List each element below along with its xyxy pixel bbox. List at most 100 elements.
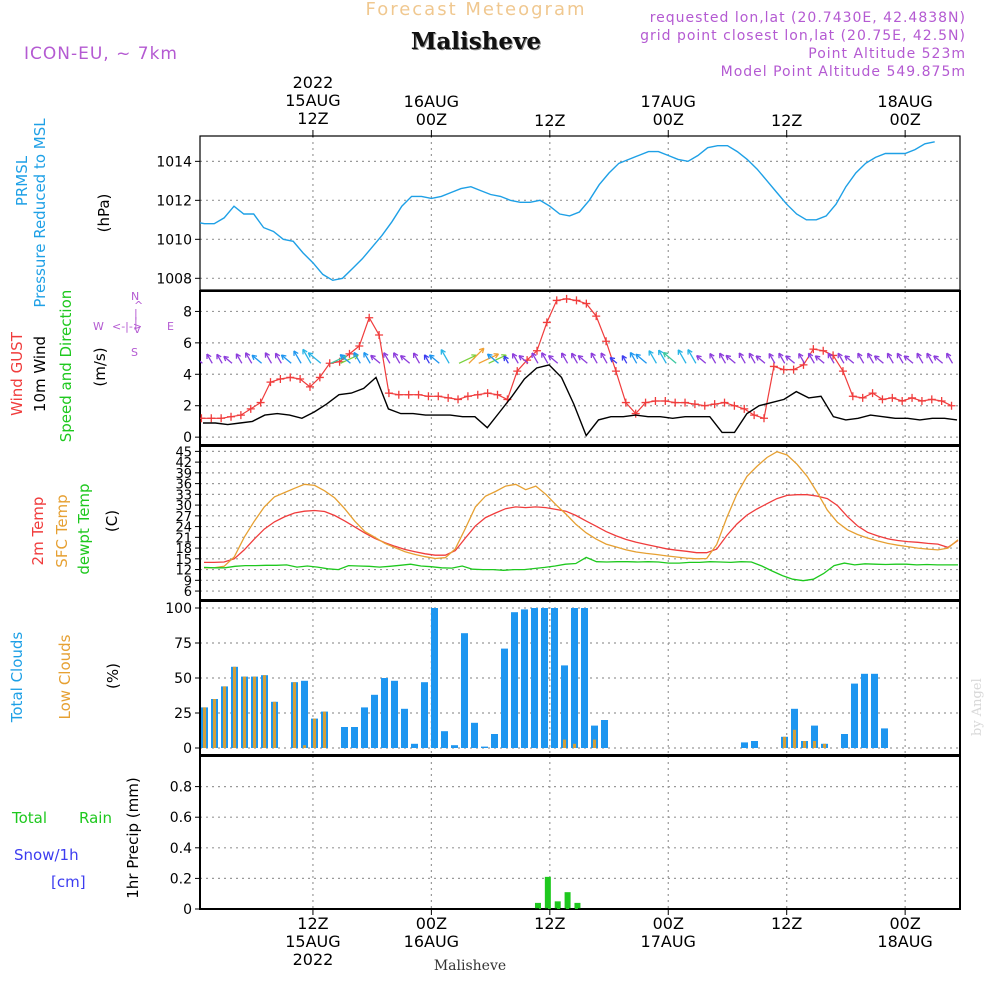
wind-direction-arrow [874, 355, 884, 364]
total-cloud-bar [521, 609, 528, 748]
gust-marker [671, 398, 680, 407]
gust-marker [602, 337, 611, 346]
gust-marker [296, 375, 305, 383]
wind-arrow-head [383, 352, 389, 358]
wind-arrow-head [274, 352, 281, 359]
wind-direction-arrow [274, 352, 282, 364]
low-cloud-bar [243, 676, 246, 748]
wind-arrow-head [873, 355, 880, 361]
dewpt-line [203, 556, 958, 582]
wind-arrow-head [755, 355, 762, 361]
y-tick-label: 0.4 [170, 841, 192, 857]
wind-direction-arrow [423, 354, 430, 364]
gust-marker [641, 398, 650, 407]
panel-frame [199, 135, 961, 291]
gust-marker [375, 331, 384, 339]
wind-arrow-head [926, 352, 932, 359]
wind-direction-arrow [768, 353, 776, 364]
wind-direction-arrow [383, 352, 391, 364]
wind-direction-arrow [353, 352, 361, 364]
wind-arrow-head [696, 354, 702, 361]
rain-bar [534, 902, 541, 909]
wind-direction-arrow [658, 349, 667, 364]
low-cloud-bar [223, 686, 226, 748]
wind-arrow-head [621, 355, 627, 361]
wind-direction-arrow [307, 352, 322, 364]
total-cloud-bar [491, 734, 498, 748]
total-cloud-bar [481, 746, 488, 748]
wind-direction-arrow [807, 352, 815, 364]
total-cloud-bar [451, 745, 458, 748]
low-cloud-bar [273, 701, 276, 748]
gust-marker [759, 414, 768, 423]
gust-marker [207, 414, 216, 423]
y-tick-label: 0.8 [170, 780, 192, 796]
low-cloud-bar [253, 676, 256, 748]
model-label: ICON-EU, ~ 7km [24, 44, 178, 64]
time-label-line: 18AUG [877, 92, 933, 111]
gust-marker [927, 395, 936, 404]
y-tick-label: 9 [184, 574, 192, 589]
time-label: 12Z [510, 915, 590, 933]
wind-direction-arrow [648, 350, 657, 364]
wind-arrow-head [946, 352, 952, 359]
total-cloud-bar [751, 741, 758, 748]
low-cloud-bar [303, 745, 306, 748]
wind-arrow-head [194, 356, 199, 361]
wind-direction-arrow [857, 352, 865, 364]
time-label-line: 00Z [889, 110, 921, 129]
wind-arrow-head [648, 350, 654, 356]
wind-direction-arrow [738, 352, 746, 364]
wind-arrow-head [264, 352, 270, 358]
total-cloud-bar [431, 608, 438, 748]
time-label-line: 18AUG [877, 932, 933, 951]
total-cloud-bar [301, 680, 308, 748]
wind-direction-arrow [393, 352, 401, 364]
wind-direction-arrow [725, 354, 736, 364]
wind-direction-arrow [440, 349, 450, 364]
y-tick-label: 8 [183, 304, 192, 320]
wind-arrow-head [393, 352, 399, 358]
low-cloud-bar [563, 739, 566, 748]
gust-marker [483, 389, 492, 398]
compass-arrows-icon: <-|-> [112, 320, 143, 333]
model-altitude: Model Point Altitude 549.875m [720, 64, 966, 80]
gust-marker [513, 367, 522, 376]
pressure-line [200, 141, 935, 282]
wind-direction-arrow [748, 352, 756, 364]
wind-direction-arrow [609, 357, 618, 364]
wind-arrow-head [363, 351, 369, 358]
wind-arrow-head [541, 352, 547, 358]
wind-arrow-head [933, 355, 939, 361]
gust-marker [878, 395, 887, 404]
wind-arrow-head [307, 352, 314, 358]
gust-marker [414, 390, 423, 399]
gust-marker [217, 414, 226, 423]
gust-marker [444, 393, 453, 402]
time-label: 16AUG 00Z [391, 93, 471, 129]
time-label-line: 12Z [771, 111, 803, 130]
wind-direction-arrow [814, 355, 825, 364]
t2m-line [204, 494, 959, 564]
label-snow: Snow/1h [14, 846, 79, 864]
compass-n: N [131, 290, 140, 303]
wind-direction-arrow [926, 352, 934, 364]
low-cloud-bar [793, 729, 796, 748]
y-tick-label: 15 [175, 553, 192, 568]
time-label: 17AUG 00Z [628, 93, 708, 129]
y-tick-label: 39 [175, 467, 192, 482]
y-tick-label: 36 [175, 478, 192, 493]
wind-arrow-head [768, 352, 774, 359]
wind-direction-arrow [946, 352, 954, 364]
wind-arrow-head [629, 351, 636, 358]
gust-marker [848, 392, 857, 401]
low-cloud-bar [573, 743, 576, 748]
wind-direction-arrow [458, 354, 477, 364]
time-label-line: 00Z [652, 110, 684, 129]
wind-arrow-head [738, 352, 744, 358]
wind-arrow-head [493, 353, 500, 359]
y-tick-label: 12 [175, 564, 192, 579]
gust-marker [789, 365, 798, 374]
low-cloud-bar [803, 741, 806, 748]
